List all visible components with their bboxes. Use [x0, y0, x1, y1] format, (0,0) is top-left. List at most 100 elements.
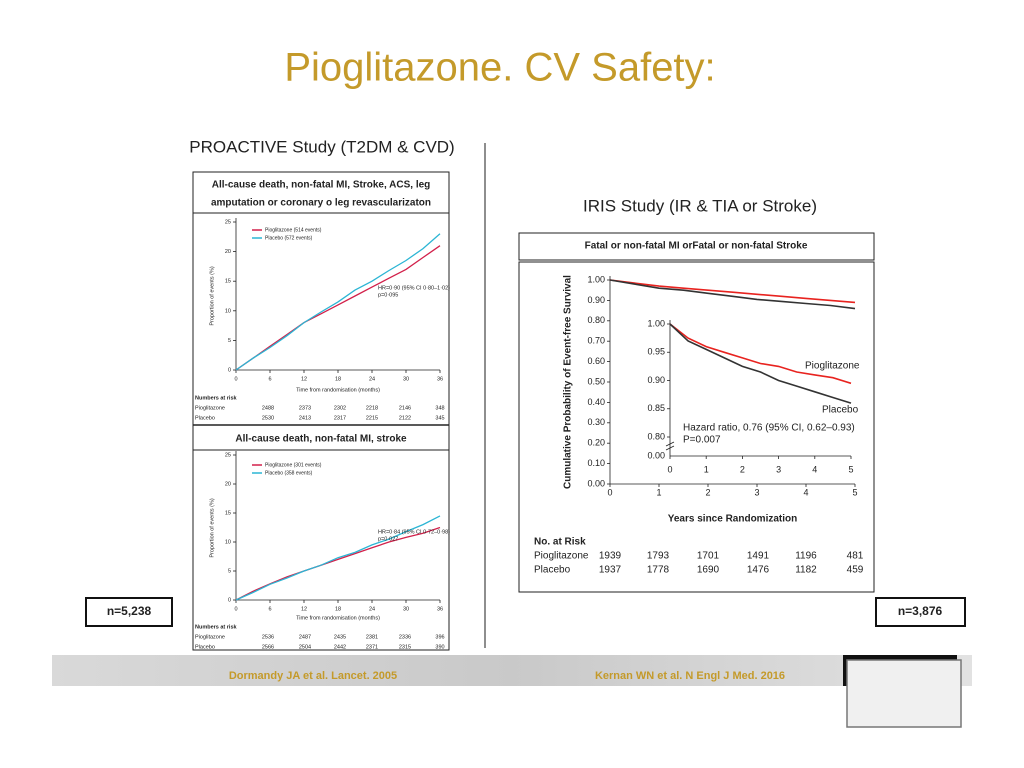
risk-row-name: Placebo [534, 565, 571, 576]
risk-row-name: Pioglitazone [195, 634, 225, 640]
risk-value: 348 [435, 405, 444, 411]
x-tick-label: 6 [268, 376, 271, 382]
x-tick-label: 0 [667, 464, 672, 474]
series-label: Placebo [822, 405, 859, 416]
slide-title: Pioglitazone. CV Safety: [284, 46, 715, 90]
panel-title: amputation or coronary o leg revasculari… [211, 198, 431, 209]
x-tick-label: 5 [848, 464, 853, 474]
risk-value: 1196 [795, 551, 817, 562]
risk-value: 2487 [299, 634, 311, 640]
risk-value: 1491 [747, 551, 770, 562]
y-tick-label: 0.90 [587, 295, 605, 305]
risk-value: 2373 [299, 405, 311, 411]
annotation: Hazard ratio, 0.76 (95% CI, 0.62–0.93) [683, 423, 855, 434]
y-tick-label: 0.95 [647, 347, 665, 357]
x-tick-label: 12 [301, 606, 307, 612]
x-tick-label: 36 [437, 606, 443, 612]
risk-title: Numbers at risk [195, 624, 238, 630]
risk-value: 2218 [366, 405, 378, 411]
x-axis-label: Time from randomisation (months) [296, 387, 380, 393]
citation: Dormandy JA et al. Lancet. 2005 [229, 670, 397, 682]
series-line [235, 233, 441, 371]
x-axis-label: Years since Randomization [668, 514, 798, 525]
x-tick-label: 30 [403, 376, 409, 382]
risk-value: 345 [435, 415, 444, 421]
risk-value: 1939 [599, 551, 622, 562]
y-tick-label: 1.00 [647, 318, 665, 328]
risk-value: 1476 [747, 565, 770, 576]
annotation: HR=0·90 (95% CI 0·80–1·02) [378, 285, 450, 291]
x-tick-label: 2 [740, 464, 745, 474]
logo-box [846, 659, 962, 728]
y-tick-label: 0.50 [587, 376, 605, 386]
risk-value: 1778 [647, 565, 670, 576]
risk-value: 2442 [334, 644, 346, 650]
y-tick-label: 0.00 [587, 478, 605, 488]
right-heading: IRIS Study (IR & TIA or Stroke) [583, 196, 817, 215]
risk-value: 2302 [334, 405, 346, 411]
y-tick-label: 0.90 [647, 375, 665, 385]
y-tick-label: 0.60 [587, 356, 605, 366]
y-tick-label: 0.20 [587, 438, 605, 448]
risk-value: 396 [435, 634, 444, 640]
risk-row-name: Pioglitazone [195, 405, 225, 411]
series-line [609, 279, 856, 310]
panel-title: Fatal or non-fatal MI orFatal or non-fat… [585, 241, 808, 252]
n-label: n=3,876 [898, 604, 943, 618]
y-tick-label: 0.80 [587, 315, 605, 325]
y-tick-label: 0.80 [647, 431, 665, 441]
risk-value: 2381 [366, 634, 378, 640]
x-tick-label: 4 [812, 464, 817, 474]
n-box [875, 597, 966, 627]
panel-title: All-cause death, non-fatal MI, Stroke, A… [212, 180, 431, 191]
y-tick-label: 0.30 [587, 417, 605, 427]
annotation: p=0·095 [378, 292, 398, 298]
y-tick-label: 15 [225, 510, 231, 516]
risk-value: 2315 [399, 644, 411, 650]
x-axis-label: Time from randomisation (months) [296, 615, 380, 621]
x-tick-label: 24 [369, 606, 375, 612]
risk-value: 1937 [599, 565, 622, 576]
panel-title: All-cause death, non-fatal MI, stroke [235, 434, 407, 445]
risk-value: 1793 [647, 551, 670, 562]
annotation: P=0.007 [683, 435, 721, 446]
risk-value: 2371 [366, 644, 378, 650]
x-tick-label: 18 [335, 376, 341, 382]
n-label: n=5,238 [107, 604, 152, 618]
x-tick-label: 3 [754, 487, 759, 497]
series-line [609, 279, 856, 304]
risk-value: 2215 [366, 415, 378, 421]
risk-value: 2336 [399, 634, 411, 640]
y-tick-label: 10 [225, 308, 231, 314]
risk-value: 2435 [334, 634, 346, 640]
x-tick-label: 3 [776, 464, 781, 474]
x-tick-label: 18 [335, 606, 341, 612]
legend-label: Pioglitazone (514 events) [265, 227, 322, 233]
x-tick-label: 30 [403, 606, 409, 612]
x-tick-label: 4 [803, 487, 808, 497]
n-box [85, 597, 173, 627]
risk-value: 2530 [262, 415, 274, 421]
risk-value: 2504 [299, 644, 311, 650]
y-tick-label: 0.40 [587, 397, 605, 407]
y-tick-label: 0.00 [647, 450, 665, 460]
risk-value: 2317 [334, 415, 346, 421]
y-tick-label: 15 [225, 279, 231, 285]
series-line [669, 323, 852, 385]
risk-value: 1182 [795, 565, 817, 576]
risk-row-name: Pioglitazone [534, 551, 589, 562]
axis-break [665, 441, 675, 451]
risk-value: 459 [847, 565, 864, 576]
y-axis-label: Cumulative Probability of Event-free Sur… [563, 275, 574, 489]
y-tick-label: 20 [225, 249, 231, 255]
risk-value: 2146 [399, 405, 411, 411]
x-tick-label: 1 [656, 487, 661, 497]
y-tick-label: 0.70 [587, 336, 605, 346]
y-tick-label: 5 [228, 338, 231, 344]
x-tick-label: 5 [852, 487, 857, 497]
x-tick-label: 2 [705, 487, 710, 497]
risk-value: 481 [847, 551, 864, 562]
x-tick-label: 0 [234, 606, 237, 612]
footer-band [52, 655, 972, 686]
